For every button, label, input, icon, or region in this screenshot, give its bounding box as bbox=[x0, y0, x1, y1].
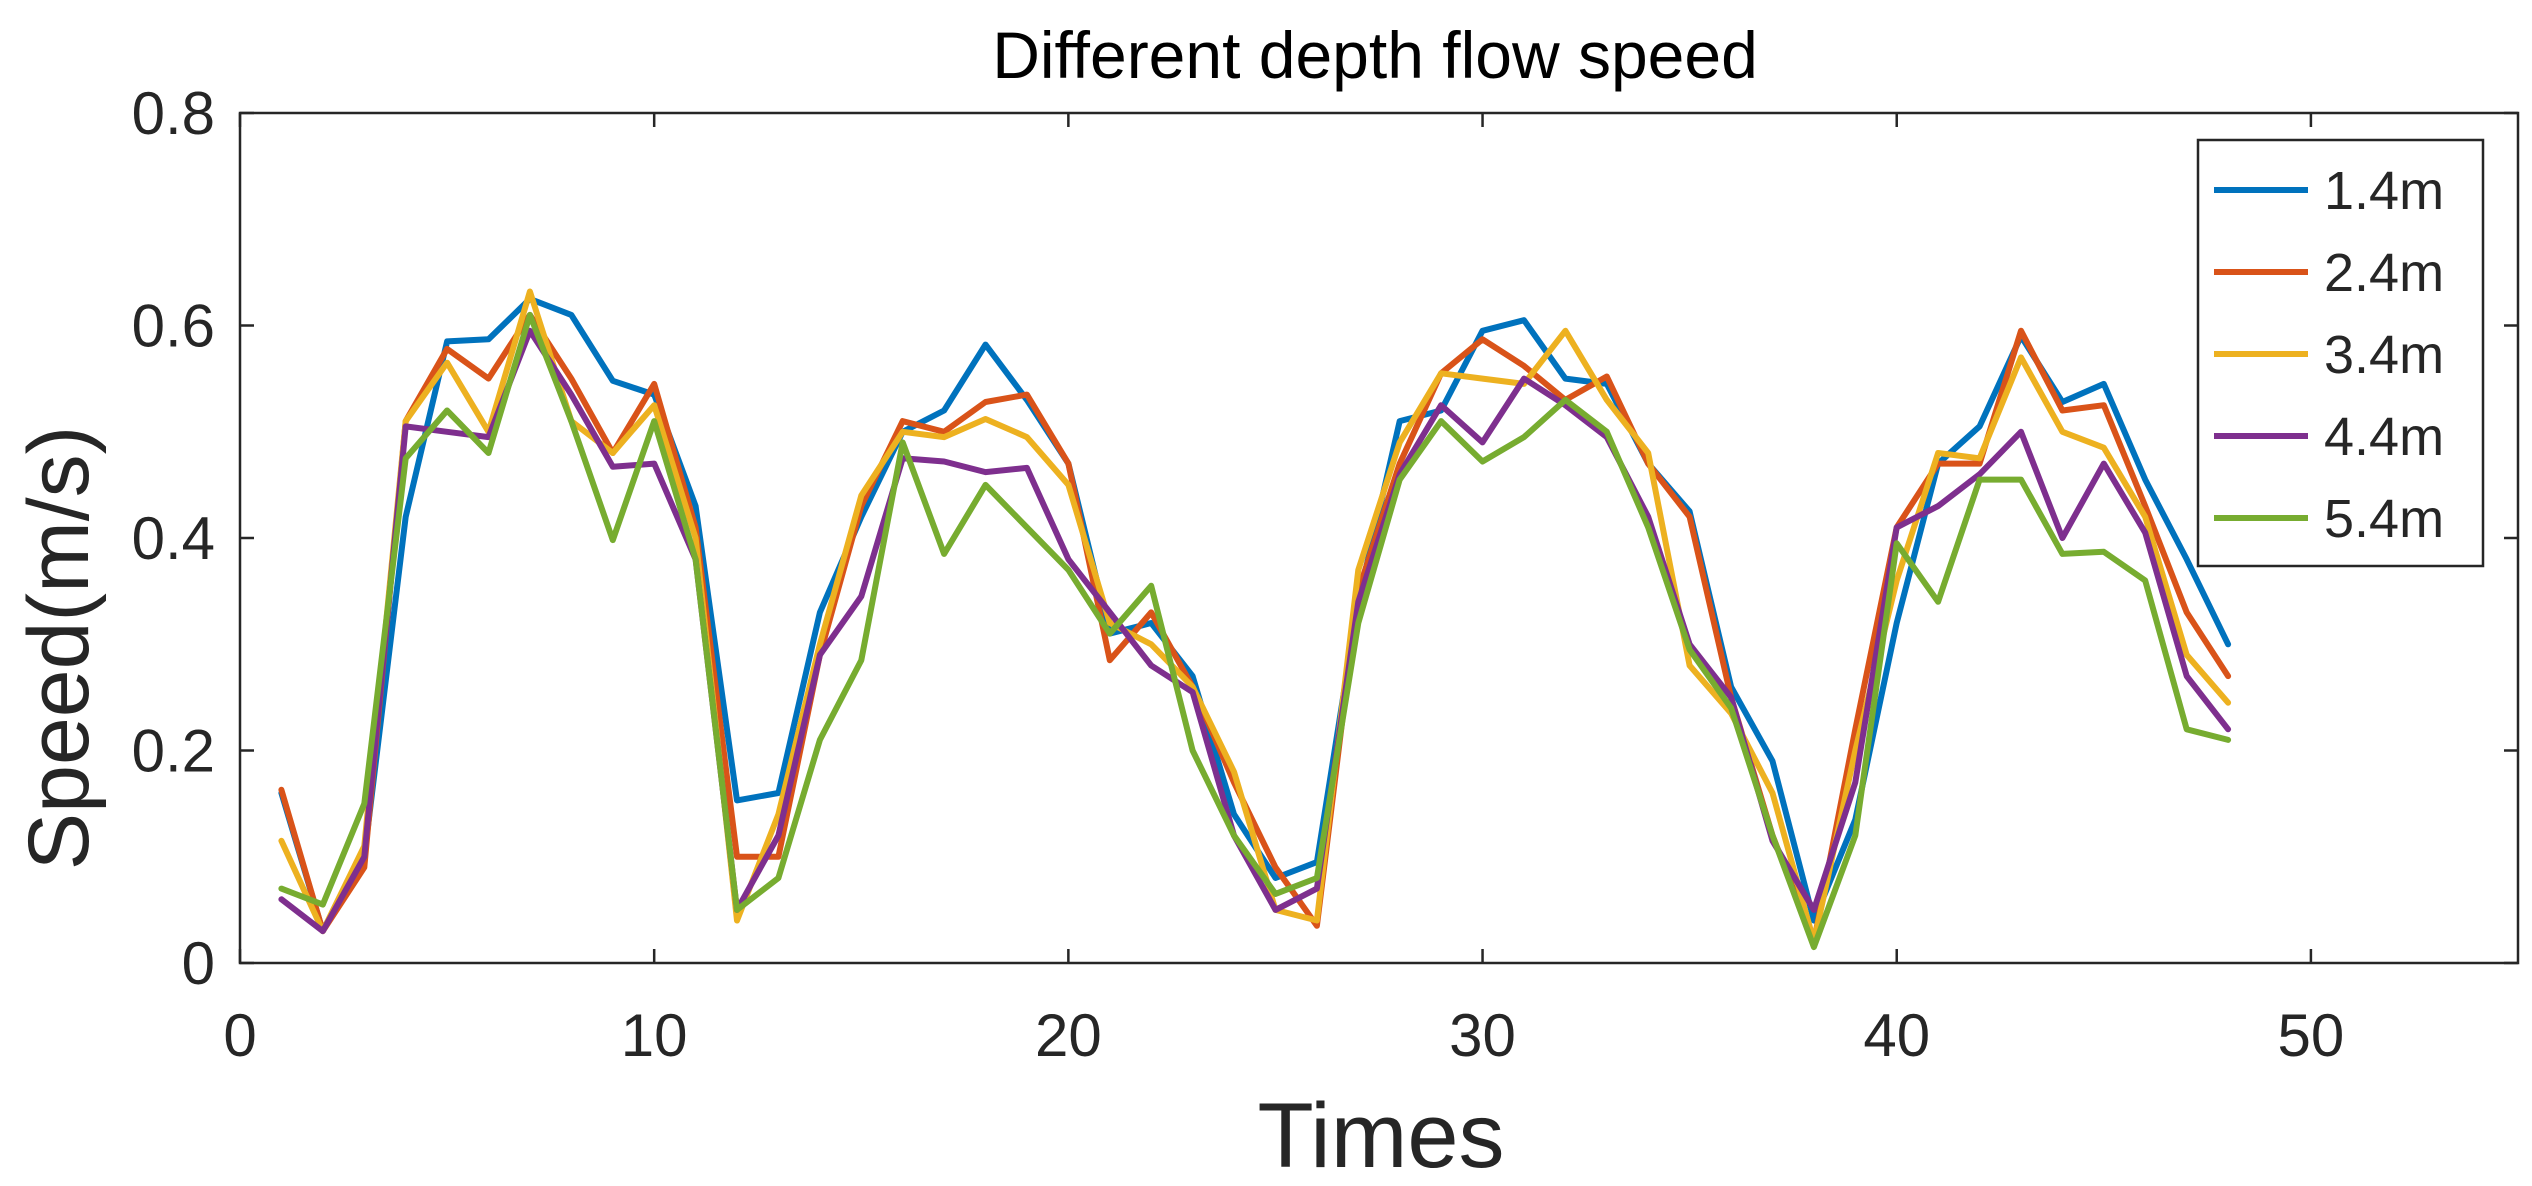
x-axis-ticks: 0 10 20 30 40 50 bbox=[223, 113, 2344, 1069]
series-line-3.4m bbox=[278, 288, 2232, 945]
x-tick-label: 50 bbox=[2278, 1002, 2345, 1069]
series-lines bbox=[278, 288, 2232, 951]
series-line-4.4m bbox=[278, 327, 2232, 935]
y-tick-label: 0.8 bbox=[132, 80, 215, 147]
x-tick-label: 0 bbox=[223, 1002, 256, 1069]
legend: 1.4m 2.4m 3.4m 4.4m 5.4m bbox=[2196, 138, 2485, 568]
y-axis-label: Speed(m/s) bbox=[11, 426, 107, 871]
y-axis-ticks: 0 0.2 0.4 0.6 0.8 bbox=[132, 80, 2518, 997]
x-tick-label: 10 bbox=[621, 1002, 688, 1069]
y-tick-label: 0.6 bbox=[132, 293, 215, 360]
x-tick-label: 30 bbox=[1449, 1002, 1516, 1069]
y-tick-label: 0.4 bbox=[132, 505, 215, 572]
series-line-5.4m bbox=[278, 311, 2232, 951]
legend-label: 4.4m bbox=[2324, 407, 2444, 467]
x-axis-label: Times bbox=[1257, 1085, 1504, 1186]
x-tick-label: 40 bbox=[1863, 1002, 1930, 1069]
x-tick-label: 20 bbox=[1035, 1002, 1102, 1069]
series-line-2.4m bbox=[278, 311, 2232, 945]
y-tick-label: 0 bbox=[182, 930, 215, 997]
legend-label: 2.4m bbox=[2324, 243, 2444, 303]
legend-label: 5.4m bbox=[2324, 489, 2444, 549]
legend-label: 1.4m bbox=[2324, 161, 2444, 221]
y-tick-label: 0.2 bbox=[132, 718, 215, 785]
legend-label: 3.4m bbox=[2324, 325, 2444, 385]
chart-title: Different depth flow speed bbox=[992, 18, 1758, 92]
